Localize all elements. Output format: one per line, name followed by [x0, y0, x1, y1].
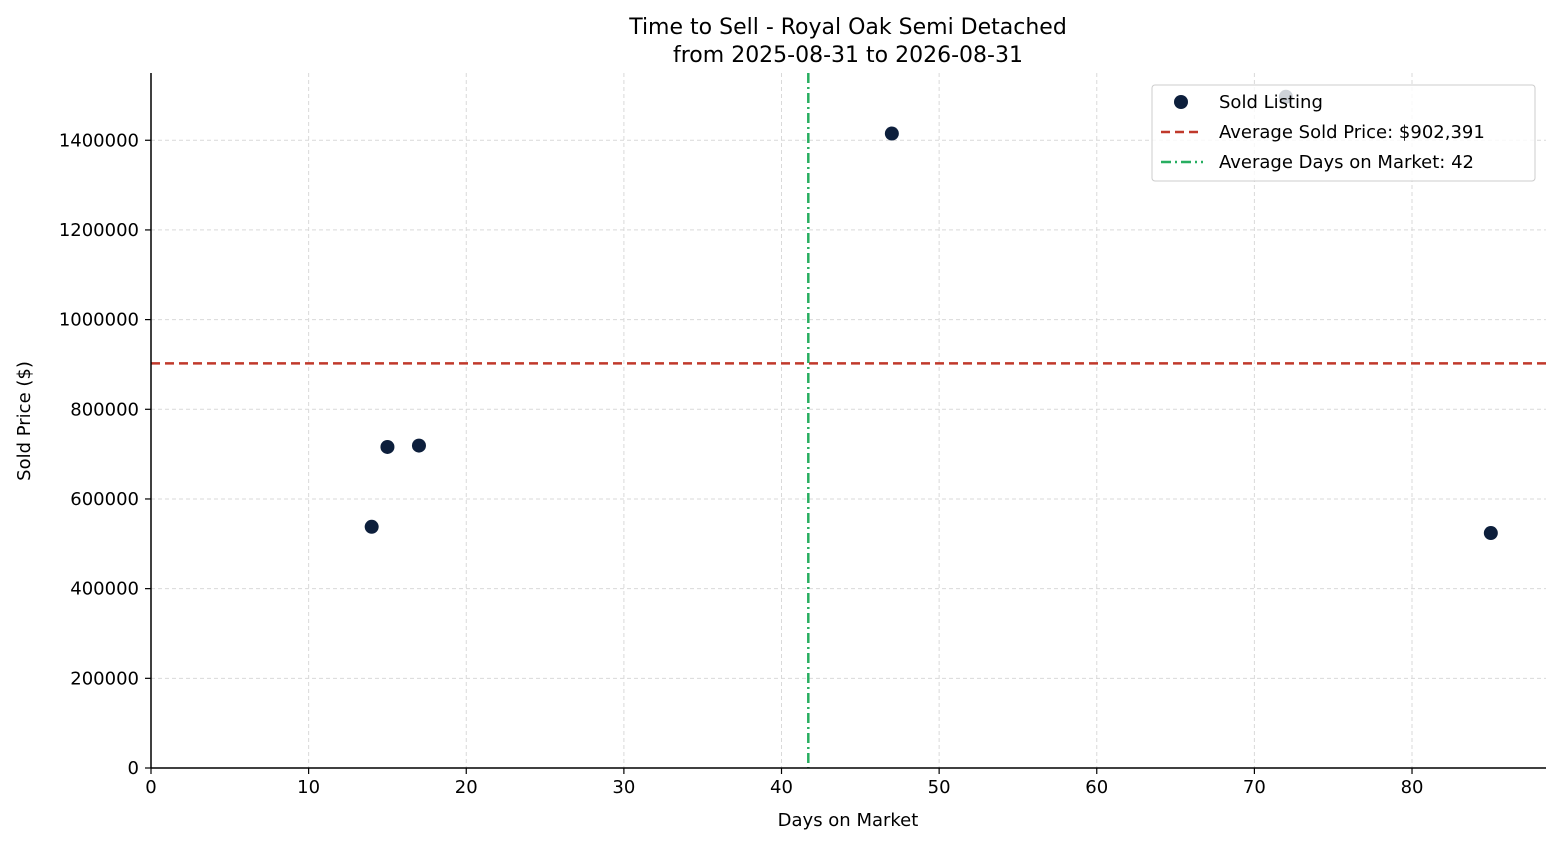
x-tick-label: 20: [455, 777, 478, 798]
x-tick-label: 10: [297, 777, 320, 798]
ticks: 0 10 20 30 40 50 60 70 80 0 200000 400000 600000 8000…: [59, 130, 1424, 798]
legend-box: [1151, 84, 1536, 182]
legend-marker-sold-listing: [1174, 95, 1188, 109]
x-tick-label: 0: [145, 777, 156, 798]
y-tick-label: 1400000: [59, 130, 139, 151]
legend-label-average-days: Average Days on Market: 42: [1219, 152, 1474, 173]
legend-label-average-price: Average Sold Price: $902,391: [1219, 122, 1485, 143]
x-axis-label: Days on Market: [778, 810, 919, 831]
sold-listing-point: [1483, 526, 1498, 541]
y-tick-label: 1200000: [59, 220, 139, 241]
x-tick-label: 40: [770, 777, 793, 798]
chart-title: Time to Sell - Royal Oak Semi Detached: [628, 15, 1067, 40]
y-tick-label: 200000: [70, 668, 139, 689]
x-tick-label: 30: [612, 777, 635, 798]
sold-listing-point: [884, 126, 899, 141]
legend: Sold Listing Average Sold Price: $902,39…: [1151, 84, 1536, 182]
sold-listing-point: [411, 438, 426, 453]
y-tick-label: 600000: [70, 489, 139, 510]
y-axis-label: Sold Price ($): [14, 361, 35, 481]
sold-listing-point: [380, 439, 395, 454]
x-tick-label: 80: [1401, 777, 1424, 798]
x-tick-label: 70: [1243, 777, 1266, 798]
x-tick-label: 50: [928, 777, 951, 798]
axes: [150, 73, 1546, 769]
x-tick-label: 60: [1085, 777, 1108, 798]
chart-subtitle: from 2025-08-31 to 2026-08-31: [673, 43, 1023, 68]
legend-label-sold-listing: Sold Listing: [1219, 92, 1323, 113]
y-tick-label: 400000: [70, 579, 139, 600]
average-lines: [151, 73, 1546, 768]
y-tick-label: 800000: [70, 399, 139, 420]
sold-listing-point: [364, 519, 379, 534]
y-tick-label: 0: [128, 758, 139, 779]
grid: [151, 73, 1546, 768]
y-tick-label: 1000000: [59, 310, 139, 331]
